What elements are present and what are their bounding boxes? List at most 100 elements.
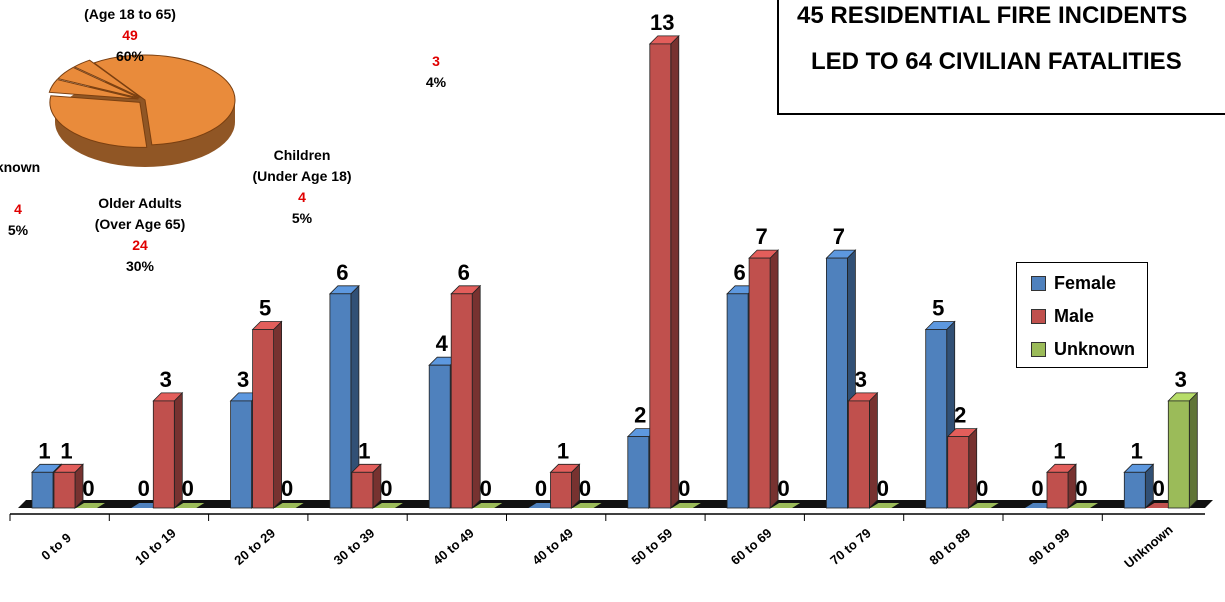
bar-unknown xyxy=(969,503,999,508)
bar-female xyxy=(1123,463,1155,509)
legend-swatch-female xyxy=(1031,275,1046,291)
bar-unknown xyxy=(1069,503,1098,508)
x-tick-label: 60 to 69 xyxy=(728,525,775,568)
bar-front xyxy=(550,471,572,509)
x-tick-label: 10 to 19 xyxy=(132,525,179,568)
bar-front xyxy=(31,471,54,509)
bar-front xyxy=(1046,471,1069,509)
data-label: 6 xyxy=(336,260,348,285)
pie-label-name: known xyxy=(0,159,40,175)
pie-label: (Age 18 to 65) 49 60% xyxy=(84,6,176,64)
bar-front xyxy=(748,257,771,509)
bar-zero xyxy=(1069,503,1098,508)
bar-zero xyxy=(572,503,602,508)
data-label: 6 xyxy=(733,260,745,285)
bar-front xyxy=(826,257,848,509)
bar-front xyxy=(947,436,970,509)
data-label: 5 xyxy=(932,296,944,321)
bar-male xyxy=(350,463,382,509)
pie-label-subtitle: (Under Age 18) xyxy=(252,168,351,184)
data-label: 13 xyxy=(650,10,674,35)
legend-swatch-unknown xyxy=(1031,341,1046,357)
bar-front xyxy=(1167,400,1190,509)
pie-label: known 4 5% xyxy=(0,159,40,238)
x-tick-label: 90 to 99 xyxy=(1026,525,1073,568)
bar-zero xyxy=(175,503,205,508)
pie-slice xyxy=(48,78,139,100)
data-label: 3 xyxy=(1175,367,1187,392)
chart-legend: Female Male Unknown xyxy=(1016,262,1148,368)
data-label: 1 xyxy=(358,438,370,463)
data-label: 0 xyxy=(877,476,889,501)
x-tick-label: 80 to 89 xyxy=(926,525,973,568)
x-tick-label: 0 to 9 xyxy=(38,530,74,563)
x-tick-label: 20 to 29 xyxy=(231,525,278,568)
pie-label-count: 4 xyxy=(298,189,306,205)
bar-front xyxy=(329,293,352,509)
floor-top xyxy=(18,500,1213,508)
pie-label-percent: 60% xyxy=(116,48,145,64)
data-label: 1 xyxy=(38,438,50,463)
legend-label-unknown: Unknown xyxy=(1054,338,1135,359)
pie-label-percent: 30% xyxy=(126,258,155,274)
pie-label: Older Adults (Over Age 65) 24 30% xyxy=(95,195,186,274)
bar-zero xyxy=(671,503,701,508)
bar-unknown xyxy=(274,503,304,508)
x-tick-label: 40 to 49 xyxy=(529,525,576,568)
bar-front xyxy=(627,436,650,509)
legend-item-male: Male xyxy=(1031,304,1094,328)
data-label: 7 xyxy=(833,224,845,249)
bar-unknown xyxy=(870,503,900,508)
bar-male xyxy=(450,284,482,509)
bar-zero xyxy=(274,503,304,508)
bar-front xyxy=(428,364,451,509)
bar-unknown xyxy=(175,503,205,508)
bar-male xyxy=(549,463,581,509)
pie-label-percent: 5% xyxy=(292,210,313,226)
x-tick-label: 30 to 39 xyxy=(331,525,378,568)
data-label: 1 xyxy=(557,438,569,463)
bar-front xyxy=(848,400,870,509)
data-label: 5 xyxy=(259,296,271,321)
pie-label: Children (Under Age 18) 4 5% xyxy=(252,147,351,226)
data-label: 0 xyxy=(1075,476,1087,501)
bar-front xyxy=(351,471,374,509)
bar-front xyxy=(925,329,948,509)
data-label: 0 xyxy=(678,476,690,501)
age-group-pie-chart xyxy=(48,54,236,167)
data-label: 0 xyxy=(138,476,150,501)
pie-labels: (Age 18 to 65) 49 60% Older Adults (Over Age… xyxy=(0,6,447,274)
pie-slice xyxy=(73,59,141,98)
data-label: 0 xyxy=(1031,476,1043,501)
title-line-1: 45 RESIDENTIAL FIRE INCIDENTS xyxy=(797,2,1188,29)
bar-male xyxy=(53,463,84,509)
data-label: 1 xyxy=(1131,438,1143,463)
bar-male xyxy=(748,249,780,509)
pie-label-name: Older Adults xyxy=(98,195,182,211)
data-label: 0 xyxy=(1153,476,1165,501)
data-label: 2 xyxy=(634,403,646,428)
pie-slice xyxy=(57,66,140,99)
bar-front xyxy=(649,43,672,509)
data-label: 3 xyxy=(237,367,249,392)
bar-male xyxy=(152,391,184,509)
data-label: 6 xyxy=(458,260,470,285)
data-label: 0 xyxy=(777,476,789,501)
bar-series xyxy=(31,34,1199,509)
data-label: 0 xyxy=(380,476,392,501)
x-tick-label: 50 to 59 xyxy=(629,525,676,568)
chart-floor xyxy=(10,500,1213,515)
data-label: 3 xyxy=(855,367,867,392)
bar-male xyxy=(251,320,283,509)
bar-unknown xyxy=(671,503,701,508)
pie-label-percent: 4% xyxy=(426,74,447,90)
data-label: 2 xyxy=(954,403,966,428)
pie-label-count: 4 xyxy=(14,201,22,217)
bar-unknown xyxy=(76,503,105,508)
data-label: 0 xyxy=(535,476,547,501)
legend-swatch-male xyxy=(1031,308,1046,324)
bar-female xyxy=(328,284,360,509)
bar-zero xyxy=(870,503,900,508)
